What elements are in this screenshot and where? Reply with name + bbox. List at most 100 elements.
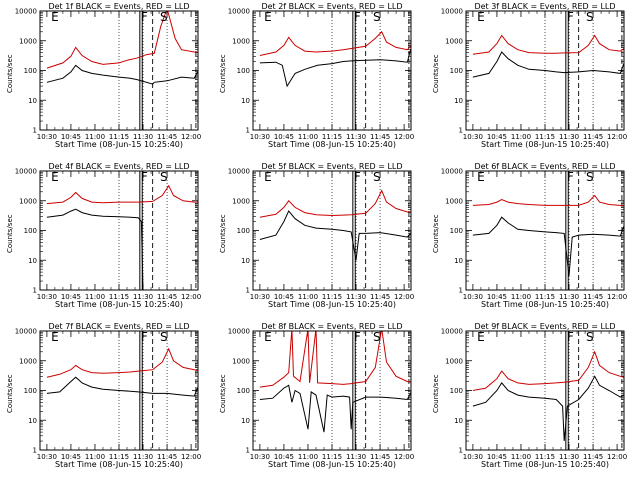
x-tick-label: 12:00 — [181, 453, 201, 461]
series-line-lld — [46, 11, 198, 69]
x-tick-label: 10:30 — [250, 453, 270, 461]
chart-svg: 1 10 100 1000 10000 10:30 10:45 11:00 11:15 11:30… — [228, 168, 414, 302]
x-tick-label: 11:15 — [322, 453, 342, 461]
plot-frame — [39, 170, 199, 291]
x-axis-title: Start Time (08-Jun-15 10:25:40) — [481, 140, 609, 149]
x-axis-title: Start Time (08-Jun-15 10:25:40) — [268, 460, 396, 469]
x-tick-label: 11:00 — [511, 453, 531, 461]
series-line-lld — [472, 194, 624, 207]
x-tick-label: 10:45 — [487, 293, 507, 301]
plot-frame — [465, 170, 625, 291]
x-tick-label: 10:30 — [250, 293, 270, 301]
y-tick-label: 10000 — [15, 168, 37, 176]
x-tick-label: 11:00 — [298, 293, 318, 301]
y-tick-label: 10 — [454, 417, 463, 425]
chart-panel-2: 1 10 100 1000 10000 10:30 10:45 11:00 11:15 11:30… — [213, 0, 426, 160]
y-tick-label: 1000 — [232, 357, 250, 365]
chart-title: Det 1f BLACK = Events, RED = LLD — [48, 2, 190, 11]
x-tick-label: 12:00 — [394, 293, 414, 301]
x-tick-label: 11:30 — [559, 133, 579, 141]
chart-svg: 1 10 100 1000 10000 10:30 10:45 11:00 11:15 11:30… — [441, 8, 627, 142]
y-tick-label: 10 — [28, 417, 37, 425]
marker-label: S — [160, 170, 168, 184]
x-tick-label: 11:00 — [511, 293, 531, 301]
chart-svg: 1 10 100 1000 10000 10:30 10:45 11:00 11:15 11:30… — [15, 168, 201, 302]
chart-panel-4: 1 10 100 1000 10000 10:30 10:45 11:00 11:15 11:30… — [0, 160, 213, 320]
series-line-lld — [472, 350, 624, 391]
series-line-events — [472, 51, 624, 78]
y-tick-label: 1 — [33, 127, 37, 135]
y-tick-label: 1 — [246, 447, 250, 455]
x-tick-label: 11:00 — [298, 133, 318, 141]
x-tick-label: 12:00 — [181, 133, 201, 141]
y-tick-label: 10 — [241, 97, 250, 105]
x-axis-title: Start Time (08-Jun-15 10:25:40) — [268, 300, 396, 309]
y-tick-label: 10000 — [441, 168, 463, 176]
y-tick-label: 10 — [28, 257, 37, 265]
x-tick-label: 10:30 — [463, 453, 483, 461]
x-tick-label: 11:30 — [346, 453, 366, 461]
y-tick-label: 1 — [246, 127, 250, 135]
marker-label: S — [586, 170, 594, 184]
y-tick-label: 100 — [237, 227, 250, 235]
series-line-events — [46, 376, 198, 397]
y-tick-label: 1000 — [445, 37, 463, 45]
x-tick-label: 11:45 — [157, 133, 177, 141]
x-axis-title: Start Time (08-Jun-15 10:25:40) — [55, 300, 183, 309]
marker-label: S — [160, 10, 168, 24]
x-tick-label: 11:45 — [370, 453, 390, 461]
y-tick-label: 100 — [450, 227, 463, 235]
y-tick-label: 100 — [237, 67, 250, 75]
x-tick-label: 11:30 — [133, 133, 153, 141]
y-tick-label: 1000 — [232, 37, 250, 45]
x-tick-label: 10:30 — [463, 293, 483, 301]
x-tick-label: 11:00 — [511, 133, 531, 141]
x-axis-title: Start Time (08-Jun-15 10:25:40) — [55, 460, 183, 469]
chart-panel-9: 1 10 100 1000 10000 10:30 10:45 11:00 11:15 11:30… — [426, 320, 639, 480]
y-tick-label: 1 — [33, 287, 37, 295]
plot-frame — [252, 330, 412, 451]
x-tick-label: 11:30 — [346, 293, 366, 301]
y-tick-label: 100 — [450, 387, 463, 395]
x-tick-label: 11:45 — [583, 133, 603, 141]
x-tick-label: 11:15 — [322, 293, 342, 301]
chart-svg: 1 10 100 1000 10000 10:30 10:45 11:00 11:15 11:30… — [441, 168, 627, 302]
x-tick-label: 12:00 — [181, 293, 201, 301]
x-tick-label: 11:15 — [535, 453, 555, 461]
marker-label: S — [373, 10, 381, 24]
chart-svg: 1 10 100 1000 10000 10:30 10:45 11:00 11:15 11:30… — [15, 8, 201, 142]
plot-frame — [465, 330, 625, 451]
x-tick-label: 11:30 — [133, 293, 153, 301]
marker-label: F — [567, 10, 574, 24]
x-tick-label: 11:15 — [535, 293, 555, 301]
y-axis-title: Counts/sec — [219, 213, 227, 253]
series-line-lld — [46, 347, 198, 378]
y-axis-title: Counts/sec — [6, 213, 14, 253]
marker-label: S — [586, 10, 594, 24]
series-line-events — [472, 375, 624, 442]
chart-title: Det 3f BLACK = Events, RED = LLD — [474, 2, 616, 11]
chart-panel-6: 1 10 100 1000 10000 10:30 10:45 11:00 11:15 11:30… — [426, 160, 639, 320]
x-tick-label: 10:45 — [487, 453, 507, 461]
chart-panel-5: 1 10 100 1000 10000 10:30 10:45 11:00 11:15 11:30… — [213, 160, 426, 320]
marker-label: S — [586, 330, 594, 344]
y-axis-title: Counts/sec — [432, 373, 440, 413]
y-tick-label: 1000 — [445, 357, 463, 365]
x-tick-label: 11:15 — [322, 133, 342, 141]
chart-panel-3: 1 10 100 1000 10000 10:30 10:45 11:00 11:15 11:30… — [426, 0, 639, 160]
series-line-lld — [259, 189, 411, 218]
chart-svg: 1 10 100 1000 10000 10:30 10:45 11:00 11:15 11:30… — [15, 328, 201, 462]
marker-label: E — [51, 170, 59, 184]
y-tick-label: 100 — [450, 67, 463, 75]
chart-title: Det 6f BLACK = Events, RED = LLD — [474, 162, 616, 171]
x-tick-label: 10:30 — [463, 133, 483, 141]
x-axis-title: Start Time (08-Jun-15 10:25:40) — [481, 300, 609, 309]
plot-frame — [252, 10, 412, 131]
x-tick-label: 12:00 — [394, 133, 414, 141]
chart-svg: 1 10 100 1000 10000 10:30 10:45 11:00 11:15 11:30… — [228, 8, 414, 142]
y-tick-label: 10000 — [441, 328, 463, 336]
marker-label: F — [567, 170, 574, 184]
y-tick-label: 100 — [24, 67, 37, 75]
x-tick-label: 12:00 — [607, 133, 627, 141]
